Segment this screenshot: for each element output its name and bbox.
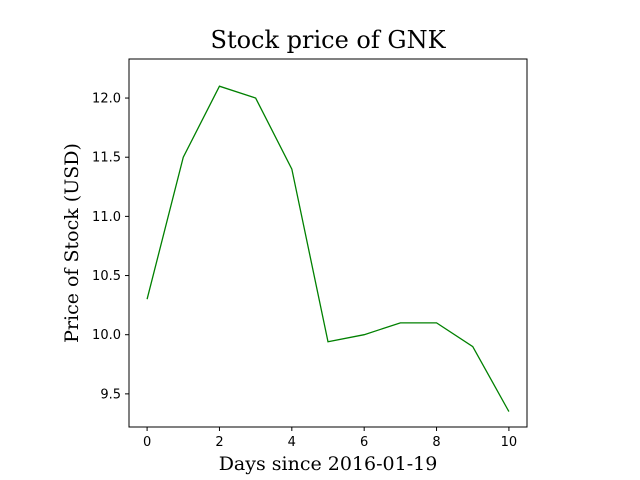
x-axis: 0 2 4 6 8 10 [143,427,517,450]
y-tick-label: 11.0 [92,210,121,225]
plot-frame [128,58,528,428]
y-axis: 9.5 10.0 10.5 11.0 11.5 12.0 [92,92,129,402]
series-line [146,85,510,412]
x-tick-label: 2 [215,435,223,450]
x-tick-label: 6 [360,435,368,450]
y-axis-label: Price of Stock (USD) [61,143,83,343]
x-tick-label: 0 [143,435,151,450]
x-tick-label: 8 [432,435,440,450]
y-tick-label: 9.5 [100,387,121,402]
y-tick-label: 10.0 [92,328,121,343]
x-tick-label: 4 [288,435,296,450]
y-tick-label: 11.5 [92,151,121,166]
chart-title: Stock price of GNK [211,26,447,54]
x-axis-label: Days since 2016-01-19 [219,453,438,475]
y-tick-label: 12.0 [92,92,121,107]
y-tick-label: 10.5 [92,269,121,284]
x-tick-label: 10 [501,435,518,450]
series-layer [146,85,510,412]
